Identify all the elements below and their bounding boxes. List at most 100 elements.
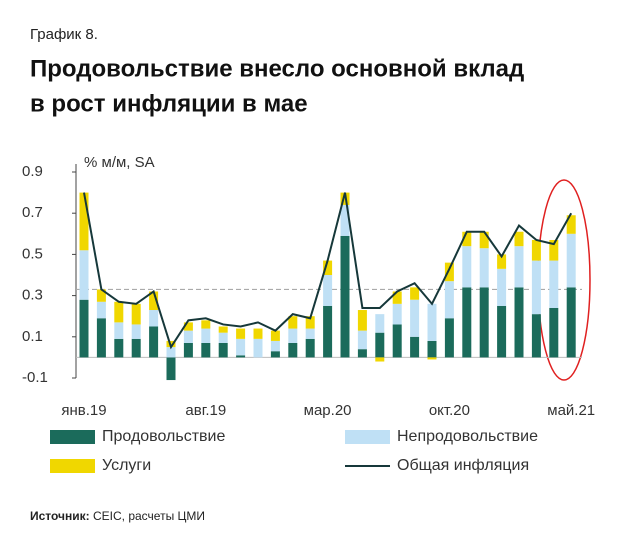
- bar-segment: [166, 357, 176, 381]
- bar-segment: [305, 338, 315, 358]
- bar-segment: [549, 307, 559, 358]
- bar-segment: [427, 357, 437, 360]
- bar-segment: [218, 332, 228, 343]
- bar-segment: [236, 355, 246, 358]
- bar-segment: [444, 262, 454, 282]
- y-tick-label: -0.1: [22, 369, 48, 386]
- bar-segment: [114, 301, 124, 323]
- bar-segment: [410, 336, 420, 358]
- y-axis-label: % м/м, SA: [84, 154, 155, 171]
- y-tick-label: 0.5: [22, 245, 43, 262]
- bar-segment: [514, 246, 524, 288]
- bar-segment: [497, 305, 507, 358]
- bar-segment: [427, 340, 437, 358]
- bar-segment: [201, 328, 211, 343]
- bar-segment: [357, 330, 367, 350]
- bar-segment: [323, 275, 333, 306]
- bar-segment: [392, 303, 402, 325]
- bar-segment: [149, 291, 159, 311]
- bar-segment: [479, 231, 489, 249]
- bar-segment: [131, 324, 141, 339]
- chart-label: График 8.: [30, 26, 98, 43]
- x-tick-label: авг.19: [185, 402, 226, 419]
- bar-segment: [323, 260, 333, 275]
- bar-segment: [497, 268, 507, 306]
- bar-segment: [149, 310, 159, 327]
- bar-segment: [479, 248, 489, 288]
- bar-segment: [462, 287, 472, 358]
- source-label: Источник:: [30, 509, 90, 523]
- bar-segment: [375, 314, 385, 333]
- bar-segment: [114, 322, 124, 339]
- y-tick-label: 0.3: [22, 287, 43, 304]
- bar-segment: [79, 299, 89, 358]
- bar-segment: [462, 246, 472, 288]
- bar-segment: [201, 342, 211, 358]
- legend-swatch: [50, 430, 95, 444]
- bar-segment: [340, 235, 350, 358]
- bar-segment: [497, 254, 507, 269]
- legend-label: Продовольствие: [102, 428, 225, 445]
- bar-segment: [236, 328, 246, 339]
- bar-segment: [566, 233, 576, 288]
- bar-segment: [218, 342, 228, 358]
- bar-segment: [131, 303, 141, 325]
- bar-segment: [96, 318, 106, 358]
- bar-segment: [305, 328, 315, 339]
- source-text: CEIC, расчеты ЦМИ: [93, 509, 205, 523]
- bar-segment: [444, 318, 454, 358]
- bar-segment: [236, 338, 246, 356]
- legend-swatch: [345, 430, 390, 444]
- bar-segment: [427, 303, 437, 341]
- legend-swatch: [50, 459, 95, 473]
- x-tick-label: мар.20: [304, 402, 352, 419]
- y-tick-label: 0.7: [22, 204, 43, 221]
- bar-segment: [149, 326, 159, 358]
- x-tick-label: май.21: [547, 402, 595, 419]
- svg-text:Источник: CEIC, расчеты ЦМИ: Источник: CEIC, расчеты ЦМИ: [30, 509, 205, 523]
- bar-segment: [270, 351, 280, 358]
- bar-segment: [514, 231, 524, 247]
- bar-segment: [270, 330, 280, 341]
- bar-segment: [410, 299, 420, 337]
- bar-segment: [96, 289, 106, 302]
- bar-segment: [531, 239, 541, 261]
- bar-segment: [305, 316, 315, 329]
- bar-segment: [96, 301, 106, 319]
- x-tick-label: окт.20: [429, 402, 470, 419]
- bar-segment: [183, 342, 193, 358]
- bar-segment: [323, 305, 333, 358]
- bar-segment: [549, 260, 559, 308]
- bar-segment: [566, 287, 576, 358]
- bar-segment: [566, 215, 576, 234]
- line-series: [83, 192, 573, 350]
- bar-segment: [444, 281, 454, 319]
- bar-segment: [201, 320, 211, 329]
- bar-segment: [531, 314, 541, 358]
- bar-segment: [392, 324, 402, 358]
- bar-segment: [270, 340, 280, 352]
- bar-segment: [357, 310, 367, 331]
- bar-segment: [253, 338, 263, 358]
- chart-title: Продовольствие внесло основной вклад: [30, 55, 524, 82]
- bar-segment: [288, 316, 298, 329]
- bar-segment: [549, 239, 559, 261]
- bar-segment: [392, 291, 402, 304]
- bar-segment: [131, 338, 141, 358]
- bar-segment: [531, 260, 541, 315]
- x-tick-label: янв.19: [61, 402, 106, 419]
- bar-segment: [514, 287, 524, 358]
- bar-segment: [218, 326, 228, 333]
- highlight-ellipse: [537, 179, 591, 381]
- bar-segment: [357, 349, 367, 358]
- chart-title: в рост инфляции в мае: [30, 90, 308, 117]
- bar-segment: [183, 330, 193, 343]
- bar-segment: [183, 322, 193, 331]
- legend-label: Непродовольствие: [397, 428, 538, 445]
- bar-segment: [166, 347, 176, 358]
- bar-segment: [79, 250, 89, 300]
- bar-segment: [462, 231, 472, 247]
- legend-label: Услуги: [102, 457, 151, 474]
- legend-label: Общая инфляция: [397, 457, 529, 474]
